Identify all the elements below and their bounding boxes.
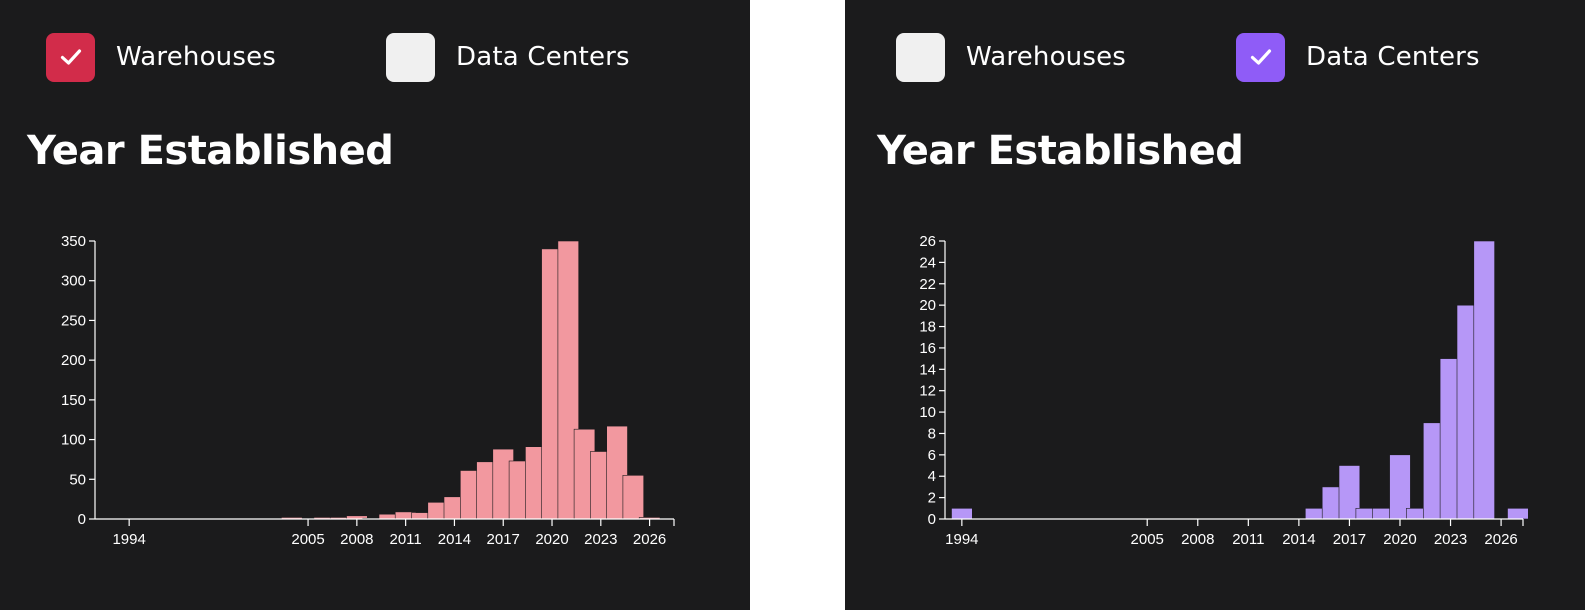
bar-2025 [1473,240,1495,520]
x-tick-label: 1994 [112,531,145,548]
y-tick-label: 0 [78,511,86,528]
y-tick-label: 18 [919,319,936,336]
y-tick-label: 20 [919,297,936,314]
y-tick-label: 150 [61,392,86,409]
y-tick-label: 350 [61,233,86,250]
x-tick-label: 2020 [535,531,568,548]
y-tick-label: 22 [919,276,936,293]
x-tick-label: 2005 [291,531,324,548]
legend-toggle-warehouses[interactable]: Warehouses [46,32,277,82]
bar-2025 [622,475,645,520]
legend-toggle-data-centers[interactable]: Data Centers [386,32,630,82]
y-tick-label: 250 [61,312,86,329]
year-established-histogram: 0 50 100 150 200 250 300 350 1994 2005 2008 2011 201… [61,233,675,548]
y-tick-label: 24 [919,254,936,271]
checkmark-icon [1250,49,1271,65]
y-tick-label: 12 [919,383,936,400]
chart-title: Year Established [27,128,394,174]
y-tick-label: 6 [928,447,936,464]
x-tick-label: 2026 [1484,531,1517,548]
bar-1994 [951,507,973,520]
checkbox[interactable] [1236,32,1285,82]
y-tick-label: 200 [61,352,86,369]
checkbox[interactable] [386,32,435,82]
x-tick-label: 2017 [487,531,520,548]
y-tick-label: 8 [928,425,936,442]
x-tick-label: 2020 [1383,531,1416,548]
legend-label: Data Centers [456,42,630,72]
checkbox[interactable] [46,32,95,82]
legend-toggle-warehouses[interactable]: Warehouses [896,32,1127,82]
y-tick-label: 14 [919,361,936,378]
y-tick-label: 2 [928,490,936,507]
x-tick-label: 2008 [340,531,373,548]
checkbox[interactable] [896,32,945,82]
x-tick-label: 2023 [1434,531,1467,548]
x-tick-label: 2023 [584,531,617,548]
legend-label: Warehouses [116,42,277,72]
x-tick-label: 2026 [633,531,666,548]
x-tick-label: 2014 [1282,531,1315,548]
y-tick-label: 26 [919,233,936,250]
checkmark-icon [60,49,81,65]
y-tick-label: 16 [919,340,936,357]
x-tick-label: 2008 [1181,531,1214,548]
x-tick-label: 2014 [438,531,471,548]
y-tick-label: 100 [61,432,86,449]
x-tick-label: 2005 [1131,531,1164,548]
x-tick-label: 1994 [945,531,978,548]
x-tick-label: 2017 [1333,531,1366,548]
legend-label: Data Centers [1306,42,1480,72]
y-tick-label: 4 [928,468,936,485]
chart-title: Year Established [877,128,1244,174]
y-tick-label: 0 [928,511,936,528]
x-tick-label: 2011 [390,531,422,548]
y-tick-label: 50 [69,471,86,488]
legend-toggle-data-centers[interactable]: Data Centers [1236,32,1480,82]
warehouses-panel: Warehouses Data Centers Year Established… [0,0,750,610]
x-tick-label: 2011 [1232,531,1264,548]
y-tick-label: 10 [919,404,936,421]
legend-label: Warehouses [966,42,1127,72]
bar-2027 [1507,507,1529,520]
data-centers-panel: Warehouses Data Centers Year Established… [845,0,1585,610]
y-tick-label: 300 [61,273,86,290]
